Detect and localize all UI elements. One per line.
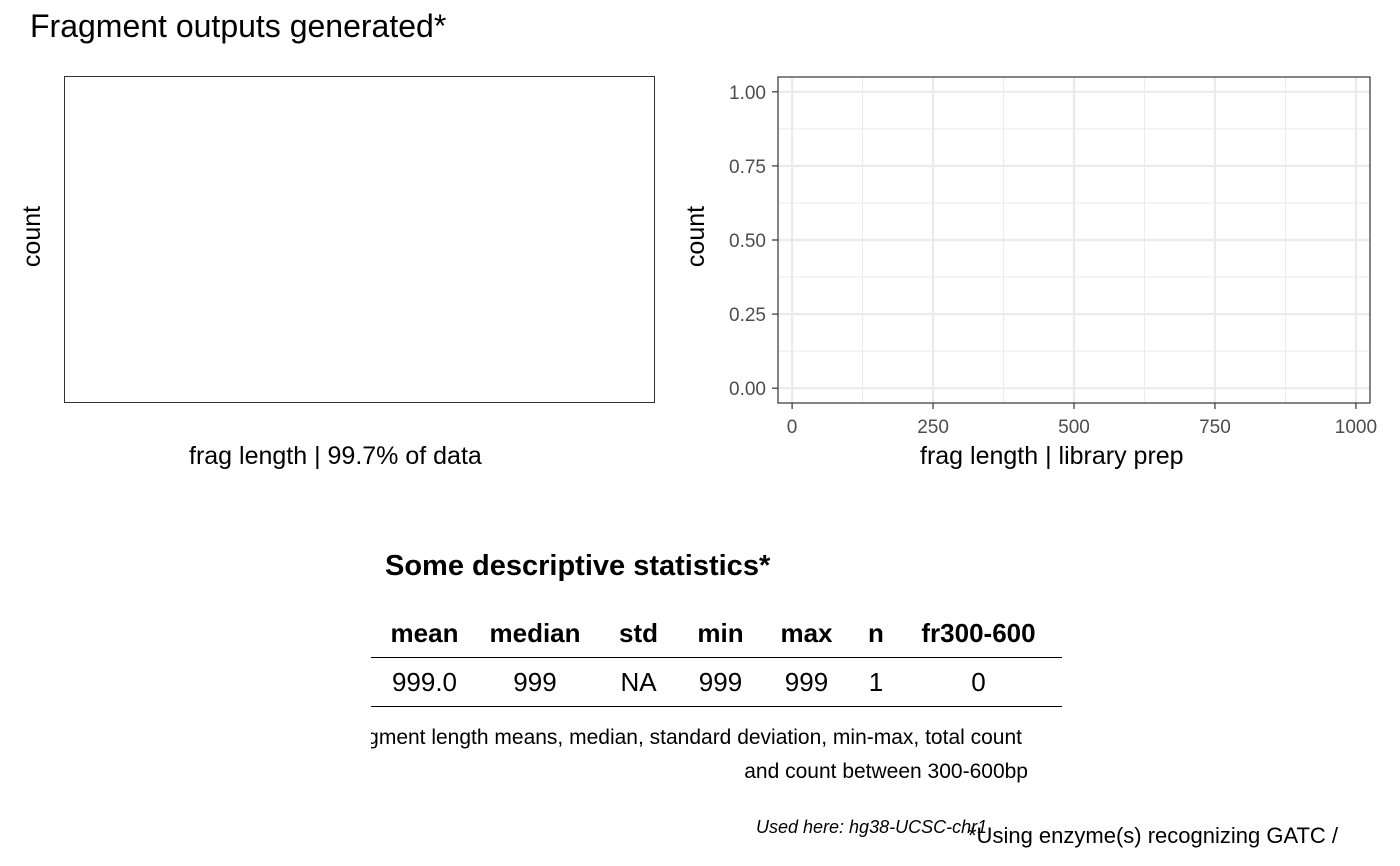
cell-fr300-600: 0 (895, 657, 1062, 707)
col-header-n: n (857, 616, 895, 658)
left-plot-panel (64, 76, 655, 403)
col-header-min: min (685, 616, 756, 658)
x-tick-label: 0 (787, 417, 798, 438)
col-header-max: max (756, 616, 857, 658)
cell-min: 999 (685, 657, 756, 707)
right-y-axis-label: count (682, 205, 711, 268)
cell-median: 999 (478, 657, 592, 707)
page-title: Fragment outputs generated* (30, 8, 447, 44)
stats-footnote: *Fragment length means, median, standard… (371, 724, 1071, 794)
stats-title: Some descriptive statistics* (385, 550, 771, 582)
col-header-fr300-600: fr300-600 (895, 616, 1062, 658)
genome-note: Used here: hg38-UCSC-chr1 (756, 817, 988, 837)
y-tick-label: 0.00 (729, 379, 766, 400)
cell-std: NA (592, 657, 685, 707)
x-tick-label: 500 (1058, 417, 1090, 438)
right-axis-ticks: 0 250 500 750 1000 0.00 0.25 0.50 0.75 1.00 (729, 83, 1377, 438)
stats-table: mean median std min max n fr300-600 999.… (371, 616, 1062, 707)
stats-header-row: mean median std min max n fr300-600 (371, 616, 1062, 658)
col-header-median: median (478, 616, 592, 658)
table-row: 999.0 999 NA 999 999 1 0 (371, 657, 1062, 707)
enzyme-note: *Using enzyme(s) recognizing GATC / (968, 823, 1339, 848)
x-tick-label: 750 (1199, 417, 1231, 438)
x-tick-label: 1000 (1335, 417, 1377, 438)
cell-mean: 999.0 (371, 657, 478, 707)
right-x-axis-label: frag length | library prep (920, 442, 1184, 470)
right-grid (778, 77, 1370, 403)
cell-max: 999 (756, 657, 857, 707)
y-tick-label: 0.75 (729, 157, 766, 178)
x-tick-label: 250 (917, 417, 949, 438)
left-x-axis-label: frag length | 99.7% of data (189, 442, 482, 470)
y-tick-label: 0.25 (729, 305, 766, 326)
col-header-mean: mean (371, 616, 478, 658)
stats-footnote-line2: and count between 300-600bp (744, 760, 1028, 783)
y-tick-label: 1.00 (729, 83, 766, 104)
cell-n: 1 (857, 657, 895, 707)
y-tick-label: 0.50 (729, 231, 766, 252)
col-header-std: std (592, 616, 685, 658)
stats-footnote-line1: *Fragment length means, median, standard… (371, 726, 1022, 749)
